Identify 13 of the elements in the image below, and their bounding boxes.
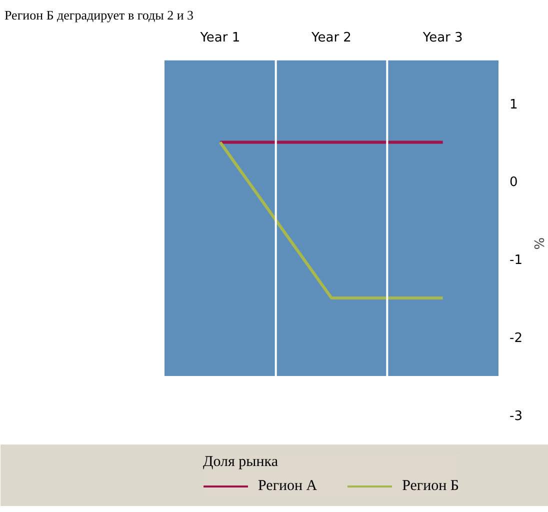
chart-title: Регион Б деградирует в годы 2 и 3 [4,8,194,22]
x-tick-label: Year 1 [199,30,240,46]
legend-label: Регион А [258,478,318,494]
legend-label: Регион Б [402,478,459,494]
y-tick-label: -3 [510,408,522,424]
y-tick-label: -2 [510,331,522,346]
y-tick-label: 1 [510,97,518,112]
legend-title: Доля рынка [203,454,280,471]
y-tick-label: 0 [510,175,518,190]
x-tick-label: Year 3 [422,30,463,46]
y-tick-label: -1 [510,253,522,268]
y-axis-title: % [530,237,546,250]
x-tick-label: Year 2 [310,30,352,46]
